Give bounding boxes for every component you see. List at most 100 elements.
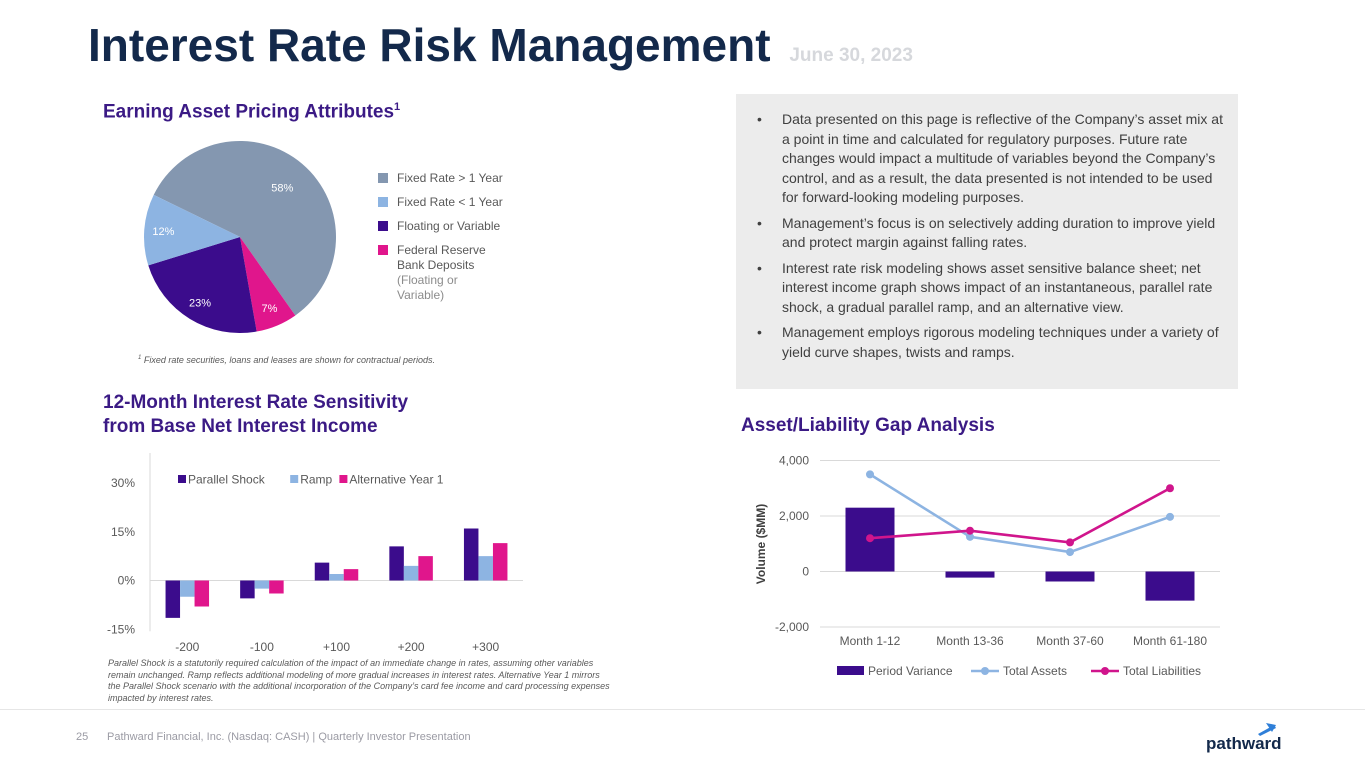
pie-legend-item-fixed-long: Fixed Rate > 1 Year	[378, 171, 548, 185]
sensitivity-bar	[343, 569, 359, 581]
sensitivity-bar	[269, 580, 284, 594]
sensitivity-y-tick-label: -15%	[107, 622, 135, 636]
gap-x-tick-label: Month 61-180	[1133, 634, 1207, 648]
sensitivity-bar	[418, 556, 433, 581]
gap-variance-bar	[1045, 571, 1095, 582]
page-number: 25	[76, 731, 89, 743]
gap-legend-label: Period Variance	[868, 664, 953, 678]
sensitivity-bar	[389, 546, 404, 581]
pie-slice	[148, 237, 257, 333]
pie-slice-label: 7%	[262, 303, 278, 315]
pie-section-title: Earning Asset Pricing Attributes1	[103, 95, 400, 124]
sensitivity-bar	[478, 556, 493, 581]
sensitivity-bar	[180, 580, 195, 597]
sensitivity-bar	[492, 543, 508, 581]
sensitivity-legend-label: Ramp	[300, 473, 332, 487]
note-bullet: Data presented on this page is reflectiv…	[757, 110, 1226, 208]
pie-legend-label: Fixed Rate > 1 Year	[397, 171, 503, 185]
sensitivity-bar	[254, 580, 270, 589]
sensitivity-y-tick-label: 15%	[111, 525, 135, 539]
pie-footnote: 1 Fixed rate securities, loans and lease…	[138, 355, 435, 365]
gap-series-point	[1166, 512, 1174, 521]
gap-variance-bar	[945, 571, 995, 578]
gap-y-tick-label: -2,000	[775, 620, 809, 634]
gap-series-point	[866, 534, 874, 543]
pie-legend: Fixed Rate > 1 Year Fixed Rate < 1 Year …	[378, 171, 548, 313]
sensitivity-legend-swatch	[178, 475, 186, 483]
gap-series-point	[966, 532, 974, 541]
sensitivity-y-tick-label: 30%	[111, 476, 135, 490]
gap-series-point	[1066, 538, 1074, 547]
sensitivity-x-tick-label: +100	[323, 640, 350, 654]
footer-divider	[0, 709, 1365, 710]
sensitivity-x-tick-label: -200	[175, 640, 199, 654]
sensitivity-bar	[240, 580, 255, 599]
gap-series-line	[869, 473, 1171, 554]
pie-slice	[240, 237, 296, 332]
logo-text: pathward	[1206, 734, 1282, 753]
gap-x-tick-label: Month 13-36	[936, 634, 1004, 648]
sensitivity-legend-swatch	[339, 475, 348, 483]
sensitivity-legend-label: Alternative Year 1	[349, 473, 443, 487]
gap-legend-label: Total Assets	[1003, 664, 1067, 678]
pie-legend-swatch	[378, 245, 388, 255]
gap-section-title: Asset/Liability Gap Analysis	[741, 415, 995, 436]
gap-y-tick-label: 2,000	[779, 509, 809, 523]
pie-slice-label: 23%	[189, 298, 211, 310]
sensitivity-x-tick-label: +200	[398, 640, 425, 654]
gap-legend-marker	[1101, 667, 1109, 675]
gap-legend-swatch	[837, 666, 864, 675]
gap-y-tick-label: 0	[802, 565, 809, 579]
pie-legend-label: Floating or Variable	[397, 219, 501, 233]
gap-series-point	[1166, 484, 1174, 493]
note-bullet: Interest rate risk modeling shows asset …	[757, 259, 1226, 318]
page-title-text: Interest Rate Risk Management	[88, 19, 771, 71]
pie-legend-swatch	[378, 197, 388, 207]
gap-series-point	[1066, 548, 1074, 557]
pie-footnote-superscript: 1	[138, 355, 142, 361]
sensitivity-bar-chart: -15% 0% 15% 30% -200 -100 +100 +200 +300 Parallel…	[107, 453, 523, 654]
notes-panel: Data presented on this page is reflectiv…	[736, 94, 1238, 389]
gap-x-tick-label: Month 1-12	[840, 634, 901, 648]
note-bullet: Management’s focus is on selectively add…	[757, 214, 1226, 253]
pie-legend-item-fed-deposits: Federal Reserve Bank Deposits (Floating …	[378, 243, 548, 303]
note-bullet: Management employs rigorous modeling tec…	[757, 323, 1226, 362]
pie-legend-label-block: Federal Reserve Bank Deposits (Floating …	[397, 243, 497, 303]
logo-mark-icon	[1258, 723, 1276, 736]
pie-slice-label: 12%	[152, 226, 174, 238]
pie-legend-swatch	[378, 173, 388, 183]
gap-variance-bar	[1145, 571, 1195, 601]
sensitivity-bar	[194, 580, 210, 607]
pie-footnote-text: Fixed rate securities, loans and leases …	[143, 355, 436, 365]
gap-series-line	[869, 487, 1171, 544]
gap-legend-label: Total Liabilities	[1123, 664, 1201, 678]
gap-y-tick-label: 4,000	[779, 454, 809, 468]
pie-title-superscript: 1	[394, 101, 401, 113]
sensitivity-bar	[463, 528, 479, 581]
gap-series-point	[866, 470, 874, 479]
sensitivity-x-tick-label: -100	[250, 640, 274, 654]
pie-legend-item-fixed-short: Fixed Rate < 1 Year	[378, 195, 548, 209]
sensitivity-title-line2: from Base Net Interest Income	[103, 416, 378, 437]
gap-legend-marker	[981, 667, 989, 675]
sensitivity-bar	[403, 565, 419, 581]
gap-series-point	[966, 526, 974, 535]
pie-legend-label: Federal Reserve Bank Deposits	[397, 243, 486, 272]
pie-slice	[144, 194, 240, 266]
gap-y-axis-label: Volume ($MM)	[754, 504, 768, 584]
notes-list: Data presented on this page is reflectiv…	[736, 94, 1238, 362]
sensitivity-title-line1: 12-Month Interest Rate Sensitivity	[103, 392, 409, 413]
gap-analysis-chart: -2,000 0 2,000 4,000 Volume ($MM) Month 1-12 M…	[754, 454, 1220, 678]
page-date: June 30, 2023	[789, 45, 913, 66]
sensitivity-x-tick-label: +300	[472, 640, 499, 654]
pie-slice-label: 58%	[271, 182, 293, 194]
gap-x-tick-label: Month 37-60	[1036, 634, 1104, 648]
pie-legend-item-floating: Floating or Variable	[378, 219, 548, 233]
sensitivity-y-tick-label: 0%	[118, 574, 136, 588]
pie-legend-label: Fixed Rate < 1 Year	[397, 195, 503, 209]
sensitivity-bar	[314, 562, 330, 581]
sensitivity-section-title: 12-Month Interest Rate Sensitivity from …	[103, 391, 408, 439]
footer-text: Pathward Financial, Inc. (Nasdaq: CASH) …	[107, 731, 471, 743]
pie-chart: 58% 7% 23% 12%	[144, 141, 336, 333]
pie-section-title-text: Earning Asset Pricing Attributes	[103, 101, 395, 123]
